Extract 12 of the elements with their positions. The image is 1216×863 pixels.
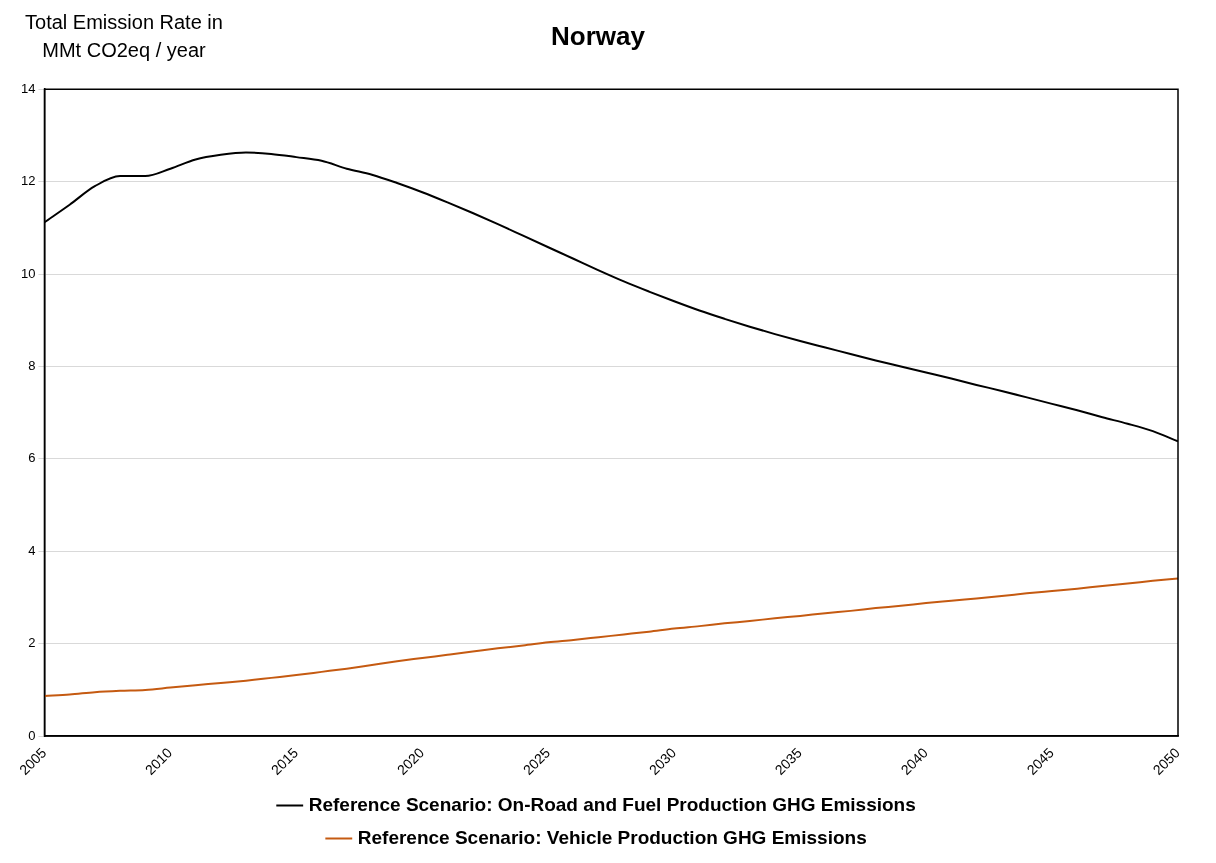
y-tick-label: 14	[20, 80, 36, 96]
y-tick-label: 4	[28, 542, 36, 558]
legend-label: Reference Scenario: Vehicle Production GHG Emissions	[357, 826, 867, 848]
y-tick-label: 0	[28, 727, 36, 743]
y-tick-label: 8	[28, 358, 36, 374]
legend-label: Reference Scenario: On-Road and Fuel Production GHG Emissions	[308, 793, 916, 815]
chart-title: Norway	[551, 20, 646, 51]
y-tick-label: 10	[20, 265, 36, 281]
y-tick-label: 6	[28, 450, 36, 466]
y-tick-label: 2	[28, 635, 36, 651]
y-axis-title: Total Emission Rate in MMt CO2eq / year	[24, 10, 224, 63]
y-tick-label: 12	[20, 173, 36, 189]
